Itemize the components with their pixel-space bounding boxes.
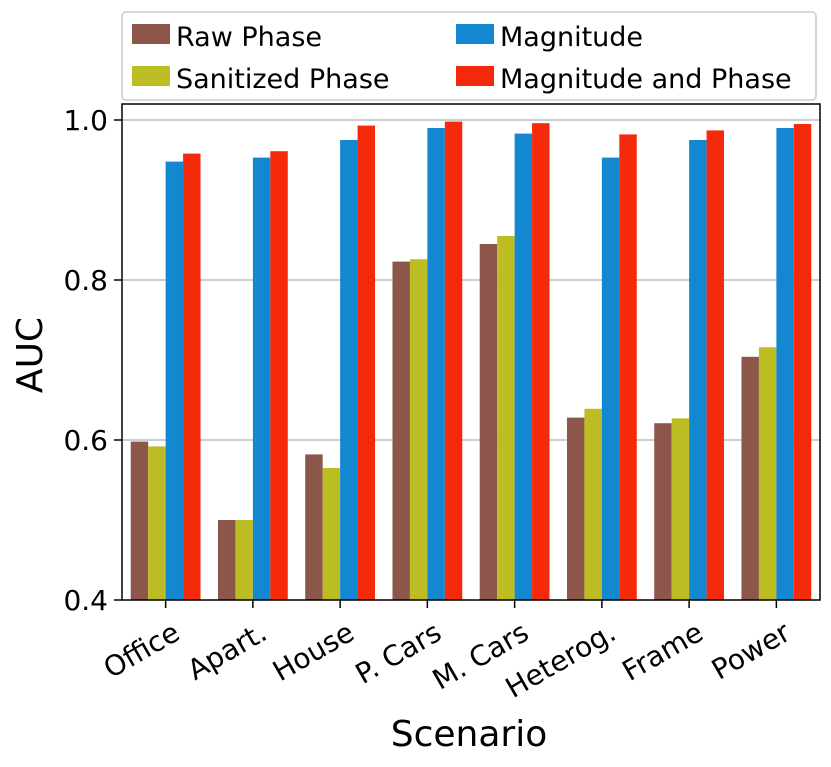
legend-frame bbox=[121, 11, 817, 101]
legend-label: Sanitized Phase bbox=[176, 64, 390, 95]
bar-magnitude-apart bbox=[252, 157, 271, 600]
bar-magnitude-and-phase-heterog bbox=[619, 134, 637, 600]
x-axis-label: Scenario bbox=[391, 714, 548, 755]
bar-sanitized-phase-m-cars bbox=[497, 236, 515, 600]
x-tick-label: Power bbox=[706, 615, 796, 686]
legend-label: Magnitude bbox=[500, 22, 643, 53]
legend-swatch bbox=[456, 24, 494, 44]
legend-swatch bbox=[132, 24, 170, 44]
bars-layer bbox=[130, 121, 812, 600]
bar-magnitude-heterog bbox=[601, 157, 620, 600]
legend: Raw Phase Sanitized Phase Magnitude Magnitu… bbox=[121, 11, 817, 101]
bar-raw-phase-p-cars bbox=[392, 261, 410, 600]
y-tick-label: 0.6 bbox=[63, 424, 108, 457]
bar-magnitude-frame bbox=[689, 140, 707, 600]
x-tick-label: House bbox=[267, 615, 359, 687]
plot-frame bbox=[121, 103, 821, 601]
bar-magnitude-and-phase-office bbox=[183, 153, 201, 600]
bar-magnitude-and-phase-house bbox=[357, 125, 376, 600]
bar-sanitized-phase-apart bbox=[235, 520, 253, 600]
x-tick-label: P. Cars bbox=[350, 615, 447, 690]
legend-label: Magnitude and Phase bbox=[500, 64, 792, 95]
bar-magnitude-m-cars bbox=[514, 133, 533, 600]
bar-magnitude-power bbox=[776, 128, 794, 600]
bar-sanitized-phase-power bbox=[758, 347, 777, 600]
bar-raw-phase-heterog bbox=[566, 417, 585, 600]
bar-magnitude-and-phase-power bbox=[793, 124, 812, 600]
y-axis: 0.4 0.6 0.8 1.0 bbox=[63, 104, 122, 617]
bar-sanitized-phase-heterog bbox=[584, 408, 602, 600]
bar-raw-phase-m-cars bbox=[479, 244, 498, 600]
bar-magnitude-office bbox=[165, 161, 184, 600]
bar-raw-phase-house bbox=[305, 454, 323, 600]
y-tick-label: 1.0 bbox=[63, 104, 108, 137]
bar-sanitized-phase-house bbox=[322, 468, 341, 600]
y-axis-label: AUC bbox=[10, 317, 51, 393]
legend-swatch bbox=[456, 66, 494, 86]
bar-sanitized-phase-office bbox=[148, 446, 166, 600]
bar-raw-phase-frame bbox=[654, 423, 672, 600]
bar-magnitude-house bbox=[340, 140, 358, 600]
bar-magnitude-and-phase-frame bbox=[706, 130, 725, 600]
legend-swatch bbox=[132, 66, 170, 86]
y-tick-label: 0.8 bbox=[63, 264, 108, 297]
bar-magnitude-p-cars bbox=[427, 128, 445, 600]
x-tick-label: Apart. bbox=[182, 615, 273, 686]
bar-magnitude-and-phase-m-cars bbox=[532, 123, 550, 600]
y-tick-label: 0.4 bbox=[63, 584, 108, 617]
bar-sanitized-phase-p-cars bbox=[409, 259, 428, 600]
bar-magnitude-and-phase-p-cars bbox=[444, 121, 463, 600]
bar-sanitized-phase-frame bbox=[671, 418, 690, 600]
bar-raw-phase-apart bbox=[217, 520, 236, 600]
x-tick-label: Office bbox=[98, 615, 185, 684]
bar-magnitude-and-phase-apart bbox=[270, 151, 288, 600]
x-tick-label: Frame bbox=[617, 615, 709, 687]
legend-label: Raw Phase bbox=[176, 22, 322, 53]
bar-raw-phase-power bbox=[741, 356, 759, 600]
bar-raw-phase-office bbox=[130, 441, 149, 600]
